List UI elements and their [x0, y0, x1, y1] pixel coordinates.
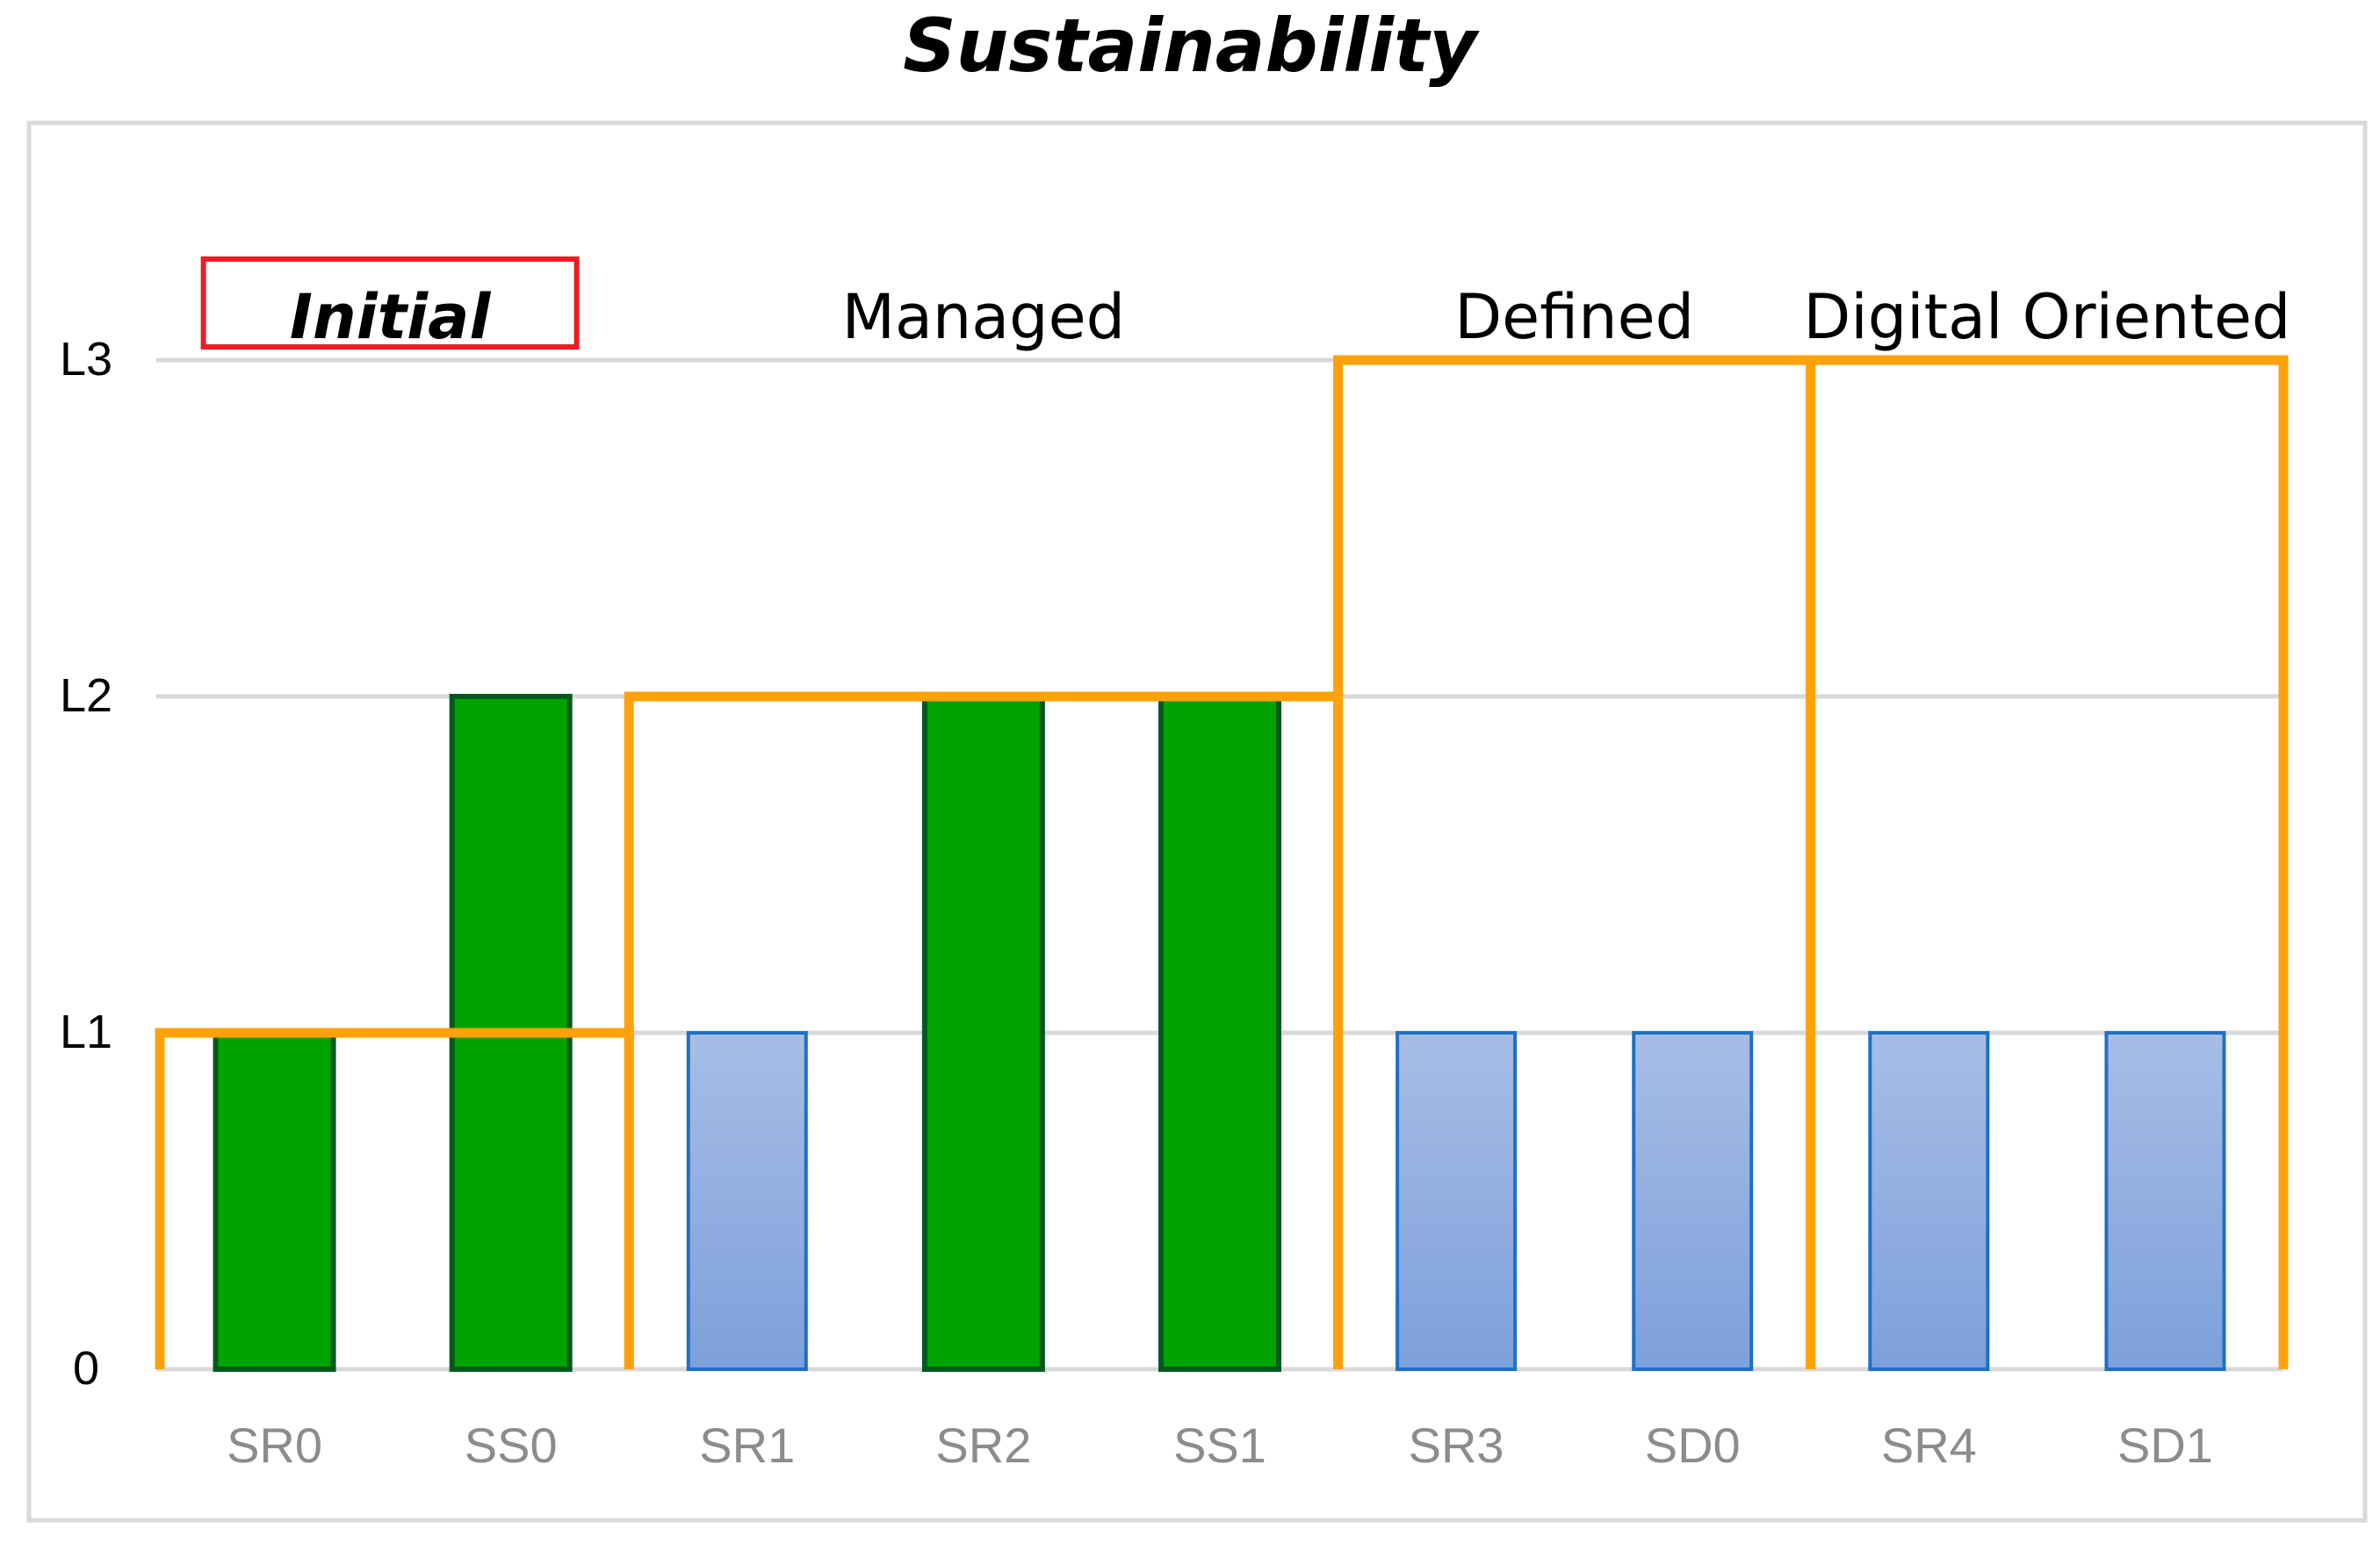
y-tick-label-l3: L3 — [60, 333, 112, 386]
y-tick-label-l2: L2 — [60, 669, 112, 722]
bar-sd0 — [1632, 1031, 1754, 1371]
bar-sr0 — [213, 1030, 336, 1372]
x-tick-label-sd0: SD0 — [1645, 1418, 1741, 1473]
x-tick-label-sd1: SD1 — [2117, 1418, 2213, 1473]
x-tick-label-sr3: SR3 — [1409, 1418, 1504, 1473]
x-tick-label-sr0: SR0 — [227, 1418, 322, 1473]
bar-sr1 — [686, 1031, 808, 1371]
bar-ss1 — [1158, 694, 1281, 1372]
x-tick-label-ss1: SS1 — [1173, 1418, 1266, 1473]
x-tick-label-sr1: SR1 — [699, 1418, 795, 1473]
level-outline-digital-oriented — [1806, 355, 2289, 1369]
bar-sr3 — [1396, 1031, 1518, 1371]
level-label-digital-oriented: Digital Oriented — [1803, 281, 2290, 353]
chart-title: Sustainability — [903, 3, 1477, 89]
level-label-defined: Defined — [1454, 281, 1694, 353]
level-label-managed: Managed — [842, 281, 1126, 353]
x-tick-label-sr2: SR2 — [935, 1418, 1031, 1473]
level-highlight-box — [200, 256, 580, 350]
y-tick-label-l1: L1 — [60, 1006, 112, 1058]
level-label-initial: Initial — [290, 281, 492, 353]
y-tick-label-0: 0 — [73, 1342, 99, 1395]
bar-sr2 — [921, 694, 1045, 1372]
x-tick-label-ss0: SS0 — [465, 1418, 558, 1473]
bar-sr4 — [1868, 1031, 1990, 1371]
bar-sd1 — [2104, 1031, 2226, 1371]
x-tick-label-sr4: SR4 — [1881, 1418, 1977, 1473]
